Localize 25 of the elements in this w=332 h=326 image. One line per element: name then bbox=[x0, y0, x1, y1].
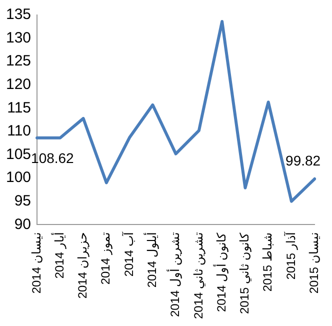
x-tick-label: آب 2014 bbox=[120, 232, 136, 277]
x-tick-label: أيار 2014 bbox=[51, 232, 66, 279]
x-tick-label: أيلول 2014 bbox=[144, 232, 159, 288]
x-tick-label: تشرين أول 2014 bbox=[167, 232, 182, 318]
x-tick-label: نيسان 2015 bbox=[306, 232, 321, 294]
y-tick-label: 125 bbox=[6, 52, 32, 70]
y-tick-label: 100 bbox=[6, 169, 32, 186]
y-tick-label: 90 bbox=[14, 216, 32, 233]
y-tick-label: 130 bbox=[6, 29, 32, 46]
x-tick-label: كانون ثاني 2015 bbox=[238, 232, 252, 314]
y-tick-label: 110 bbox=[7, 122, 32, 140]
data-label: 99.82 bbox=[286, 152, 321, 169]
y-tick-label: 115 bbox=[7, 99, 32, 116]
x-tick-label: شباط 2015 bbox=[260, 232, 275, 292]
y-tick-label: 120 bbox=[6, 76, 32, 94]
x-tick-label: آذار 2015 bbox=[282, 232, 298, 280]
x-tick-label: تموز 2014 bbox=[98, 232, 113, 285]
x-tick-label: كانون أول 2014 bbox=[213, 232, 228, 312]
x-tick-label: تشرين ثاني 2014 bbox=[191, 232, 206, 320]
y-tick-label: 95 bbox=[14, 192, 32, 210]
x-tick-label: نيسان 2014 bbox=[29, 232, 44, 294]
y-tick-label: 135 bbox=[6, 6, 32, 24]
data-label: 108.62 bbox=[31, 150, 74, 166]
y-tick-label: 105 bbox=[6, 146, 32, 163]
x-tick-label: حزيران 2014 bbox=[76, 232, 90, 299]
